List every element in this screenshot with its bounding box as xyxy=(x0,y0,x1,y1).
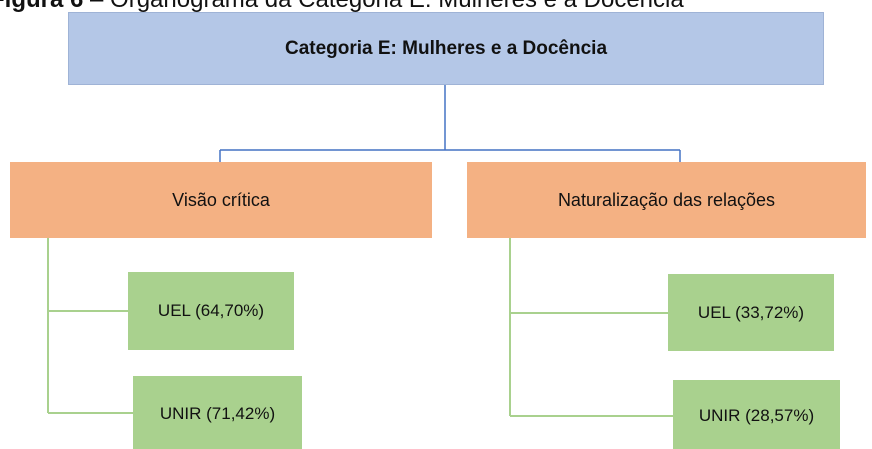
leaf-node: UEL (33,72%) xyxy=(668,274,834,351)
caption-text: – Organograma da Categoria E: Mulheres e… xyxy=(90,0,684,13)
figure-caption: Figura 6 – Organograma da Categoria E: M… xyxy=(0,0,684,14)
caption-label: Figura 6 xyxy=(0,0,83,13)
branch-node: Visão crítica xyxy=(10,162,432,238)
top-connector xyxy=(219,85,681,162)
leaf-connectors xyxy=(47,238,673,417)
leaf-node: UNIR (28,57%) xyxy=(673,380,840,449)
leaf-node: UEL (64,70%) xyxy=(128,272,294,350)
leaf-node: UNIR (71,42%) xyxy=(133,376,302,449)
branch-node: Naturalização das relações xyxy=(467,162,866,238)
root-node: Categoria E: Mulheres e a Docência xyxy=(68,12,824,85)
